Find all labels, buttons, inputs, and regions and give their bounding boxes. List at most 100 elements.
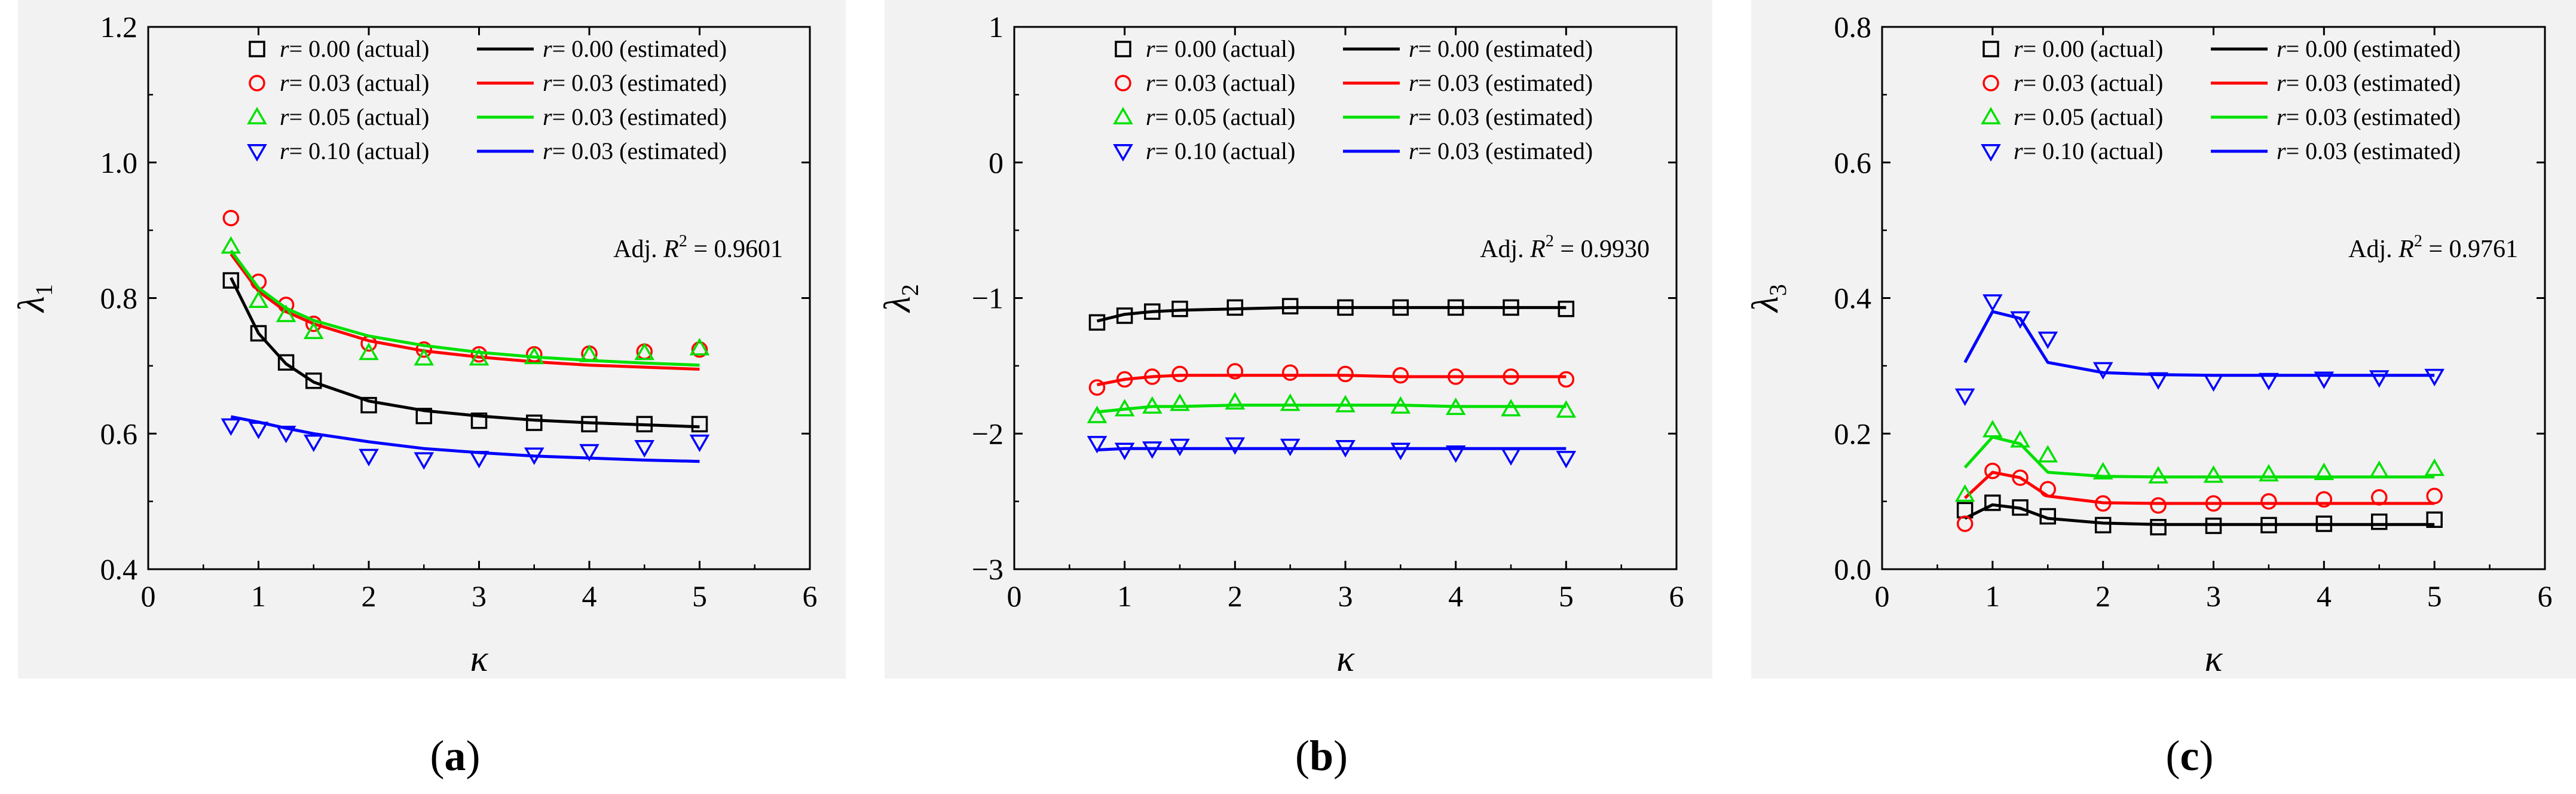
- actual-point: [1281, 364, 1299, 381]
- y-tick-label: −1: [972, 282, 1004, 315]
- legend-estimated-label: = 0.00 (estimated): [552, 35, 727, 62]
- legend-r-symbol: r: [280, 69, 289, 96]
- actual-point: [1390, 442, 1411, 460]
- actual-point: [2260, 517, 2277, 534]
- legend-marker: [249, 41, 265, 57]
- legend-r-symbol: r: [1146, 35, 1155, 62]
- actual-point: [1337, 299, 1354, 316]
- actual-point: [1114, 442, 1135, 460]
- legend-marker: [1113, 144, 1133, 162]
- actual-point: [2150, 497, 2167, 514]
- y-tick-label: 0: [989, 146, 1004, 179]
- legend-item: r= 0.03 (actual) r= 0.03 (estimated): [1115, 69, 1593, 96]
- legend: r= 0.00 (actual) r= 0.00 (estimated)r= 0.…: [1113, 35, 1593, 164]
- actual-point: [689, 338, 710, 356]
- actual-point: [2369, 370, 2390, 388]
- legend-r-symbol: r: [1146, 103, 1155, 130]
- legend-r-symbol: r: [2014, 69, 2023, 96]
- legend-r-symbol: r: [1409, 69, 1418, 96]
- legend-estimated-text: r= 0.03 (estimated): [2277, 69, 2461, 96]
- actual-point: [222, 209, 240, 227]
- actual-point: [1983, 420, 2003, 438]
- legend-actual-label: = 0.00 (actual): [289, 35, 430, 62]
- x-tick-label: 5: [2427, 579, 2442, 613]
- panel-label: (b): [1295, 732, 1348, 780]
- y-axis-label-symbol: λ: [877, 296, 918, 313]
- annotation-superscript: 2: [679, 232, 687, 251]
- legend-actual-label: = 0.05 (actual): [2023, 103, 2164, 130]
- legend-estimated-text: r= 0.03 (estimated): [543, 103, 727, 130]
- series-0: [1956, 494, 2443, 536]
- legend-actual-label: = 0.03 (actual): [1155, 69, 1296, 96]
- actual-point: [1170, 393, 1190, 411]
- legend-r-symbol: r: [2014, 138, 2023, 164]
- actual-point: [1445, 445, 1466, 463]
- legend-marker: [247, 144, 267, 162]
- actual-point: [250, 325, 267, 342]
- legend-r-symbol: r: [280, 103, 289, 130]
- legend-estimated-label: = 0.03 (estimated): [552, 138, 727, 164]
- actual-point: [689, 434, 710, 453]
- legend-actual-text: r= 0.03 (actual): [1146, 69, 1295, 96]
- series-2: [1954, 420, 2445, 502]
- actual-point: [1087, 436, 1108, 454]
- y-axis-label: λ1: [11, 284, 57, 313]
- series-1: [1956, 462, 2443, 532]
- actual-point: [1088, 379, 1106, 396]
- actual-point: [1335, 439, 1356, 458]
- actual-point: [303, 434, 324, 453]
- legend-r-symbol: r: [2014, 35, 2023, 62]
- y-tick-label: 0.8: [1834, 10, 1872, 44]
- legend-item: r= 0.00 (actual) r= 0.00 (estimated): [1115, 35, 1593, 62]
- actual-point: [1116, 307, 1133, 324]
- actual-point: [470, 412, 488, 429]
- x-tick-label: 6: [803, 579, 818, 613]
- actual-point: [2426, 511, 2443, 528]
- estimated-line: [1097, 447, 1567, 451]
- actual-point: [1142, 441, 1162, 459]
- x-axis-label: κ: [470, 639, 489, 679]
- y-tick-label: −3: [972, 552, 1004, 586]
- legend-estimated-text: r= 0.03 (estimated): [2277, 138, 2461, 164]
- panel-label-open: (: [1295, 732, 1310, 780]
- estimated-line: [1963, 471, 2435, 505]
- y-tick-label: 1.0: [100, 146, 138, 179]
- actual-point: [1280, 438, 1301, 456]
- actual-point: [359, 448, 379, 466]
- legend-actual-text: r= 0.10 (actual): [2014, 138, 2163, 164]
- actual-point: [1503, 299, 1519, 316]
- legend-actual-label: = 0.10 (actual): [1155, 138, 1296, 164]
- actual-point: [524, 447, 544, 465]
- actual-point: [1558, 371, 1575, 388]
- actual-point: [277, 354, 295, 371]
- actual-point: [1503, 368, 1519, 385]
- actual-point: [276, 426, 296, 444]
- panel-label: (c): [2166, 732, 2214, 780]
- x-axis-label: κ: [2205, 639, 2223, 679]
- actual-point: [2203, 374, 2224, 392]
- legend-actual-label: = 0.05 (actual): [1155, 103, 1296, 130]
- x-tick-label: 2: [1228, 579, 1243, 613]
- legend-item: r= 0.05 (actual) r= 0.03 (estimated): [1113, 103, 1593, 130]
- actual-point: [2424, 368, 2445, 387]
- annotation-symbol: R: [663, 236, 679, 263]
- panel-label-letter: c: [2180, 732, 2199, 780]
- legend-estimated-label: = 0.03 (estimated): [2286, 138, 2461, 164]
- actual-point: [469, 348, 489, 366]
- actual-point: [1114, 399, 1135, 417]
- y-axis-label-symbol: λ: [11, 296, 52, 313]
- annotation-suffix: = 0.9761: [2422, 236, 2518, 263]
- x-axis-label: κ: [1336, 639, 1355, 679]
- legend-actual-text: r= 0.03 (actual): [280, 69, 429, 96]
- actual-point: [1501, 399, 1521, 417]
- y-tick-label: −2: [972, 417, 1004, 450]
- estimated-line: [1097, 374, 1567, 387]
- legend-actual-label: = 0.00 (actual): [2023, 35, 2164, 62]
- actual-point: [360, 396, 377, 414]
- actual-point: [248, 422, 269, 439]
- actual-point: [222, 272, 240, 289]
- x-tick-label: 6: [2538, 579, 2553, 613]
- actual-point: [1392, 299, 1409, 316]
- actual-point: [579, 444, 599, 462]
- legend-estimated-text: r= 0.03 (estimated): [543, 138, 727, 164]
